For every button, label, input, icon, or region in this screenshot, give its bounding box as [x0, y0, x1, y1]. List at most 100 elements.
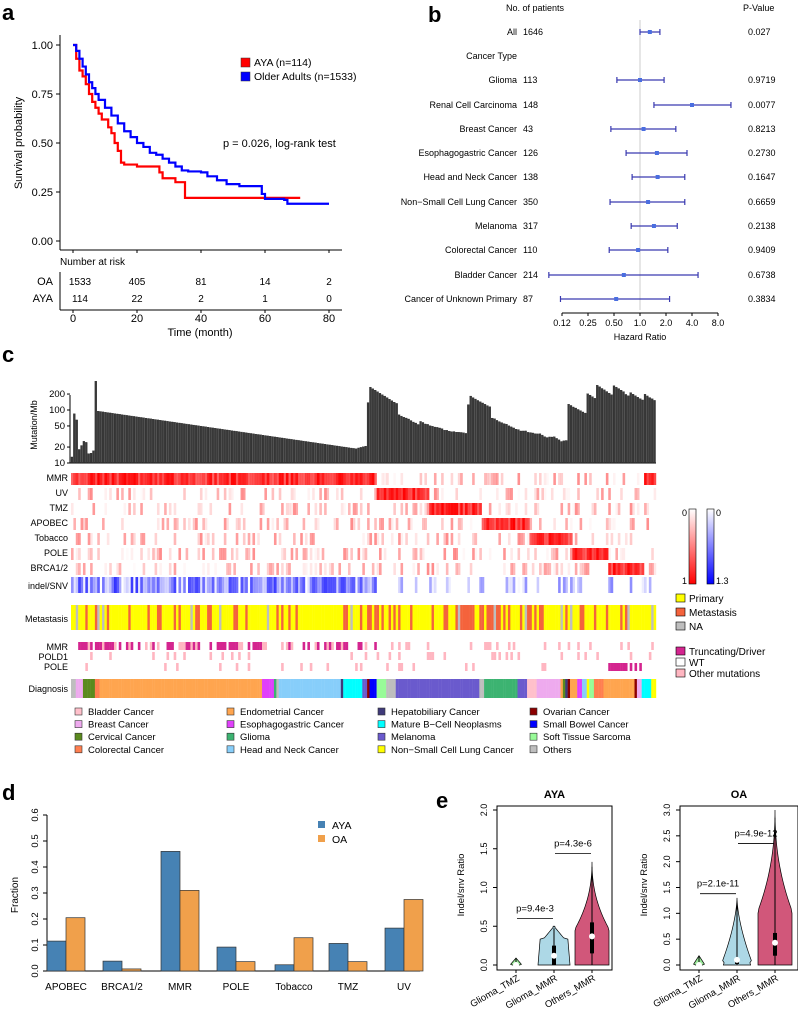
- x-tick-label: Tobacco: [275, 982, 313, 993]
- signature-cell: [591, 533, 595, 545]
- signature-cell: [390, 488, 394, 500]
- x-tick-label: 80: [323, 313, 335, 325]
- ratio-cell: [579, 577, 583, 593]
- row-n: 1646: [523, 27, 543, 37]
- ratio-cell: [92, 577, 96, 593]
- mutation-cell: [543, 642, 547, 650]
- signature-cell: [307, 488, 310, 500]
- tmb-bar: [118, 414, 121, 464]
- y-tick-label: 0.5: [662, 933, 672, 946]
- row-name: All: [507, 27, 517, 37]
- metastasis-cell: [410, 605, 413, 630]
- bar-aya: [216, 946, 237, 972]
- metastasis-cell: [491, 605, 494, 630]
- y-tick-label: 0.0: [30, 964, 41, 977]
- signature-cell: [567, 533, 571, 545]
- row-name: Glioma: [488, 75, 517, 85]
- signature-cell: [226, 563, 229, 575]
- diagnosis-cell: [474, 679, 478, 698]
- signature-cell: [369, 533, 373, 545]
- tmb-bar: [357, 447, 360, 464]
- diagnosis-legend-label: Glioma: [240, 732, 271, 743]
- blue-scale-max: 1.3: [716, 576, 729, 586]
- signature-cell: [238, 473, 241, 485]
- ratio-cell: [333, 577, 337, 593]
- signature-cell: [204, 473, 208, 485]
- signature-cell: [624, 533, 628, 545]
- tmb-bar: [386, 397, 389, 464]
- diagnosis-cell: [302, 679, 306, 698]
- signature-cell: [324, 473, 327, 485]
- signature-cell: [159, 548, 162, 560]
- ratio-cell: [536, 577, 540, 593]
- signature-cell: [359, 473, 363, 485]
- hr-point: [651, 224, 656, 228]
- tmb-bar: [560, 441, 563, 464]
- diagnosis-cell: [364, 679, 368, 698]
- signature-cell: [398, 548, 401, 560]
- tmb-bar: [214, 428, 217, 464]
- signature-cell: [78, 533, 81, 545]
- signature-cell: [347, 503, 351, 515]
- metastasis-cell: [596, 605, 599, 630]
- ratio-cell: [374, 577, 377, 593]
- signature-cell: [199, 503, 203, 515]
- x-tick-label: 0.50: [605, 318, 623, 328]
- signature-cell: [622, 548, 626, 560]
- mutation-cell: [300, 663, 303, 671]
- ratio-cell: [221, 577, 225, 593]
- signature-cell: [209, 473, 213, 485]
- signature-cell: [183, 473, 186, 485]
- mutation-cell: [596, 652, 599, 660]
- mutation-cell: [247, 663, 251, 671]
- diagnosis-cell: [94, 679, 98, 698]
- y-tick-label: 3.0: [662, 804, 672, 817]
- ratio-cell: [80, 577, 84, 593]
- signature-cell: [264, 473, 267, 485]
- tmb-bar: [245, 432, 248, 464]
- signature-cell: [202, 473, 205, 485]
- mutation-cell: [584, 652, 587, 660]
- signature-cell: [128, 503, 131, 515]
- tmb-bar: [495, 420, 499, 464]
- y-tick-label: 0.6: [30, 808, 41, 821]
- signature-cell: [376, 488, 380, 500]
- mutation-cell: [429, 652, 432, 660]
- mutation-cell: [145, 642, 148, 650]
- signature-cell: [608, 518, 611, 530]
- mutation-cell: [137, 642, 141, 650]
- signature-cell: [333, 473, 337, 485]
- signature-cell: [568, 488, 571, 500]
- diagnosis-cell: [484, 679, 487, 698]
- diagnosis-cell: [648, 679, 652, 698]
- ratio-cell: [254, 577, 258, 593]
- signature-cell: [319, 563, 322, 575]
- x-tick-label: APOBEC: [45, 982, 87, 993]
- metastasis-cell: [395, 605, 399, 630]
- diagnosis-cell: [510, 679, 513, 698]
- metastasis-cell: [293, 605, 296, 630]
- signature-cell: [202, 563, 205, 575]
- mutation-cell: [634, 663, 638, 671]
- row-n: 317: [523, 221, 538, 231]
- tmb-bar: [507, 425, 511, 464]
- row-name: Non−Small Cell Lung Cancer: [401, 197, 517, 207]
- signature-cell: [159, 563, 162, 575]
- metastasis-cell: [505, 605, 509, 630]
- signature-cell: [503, 548, 506, 560]
- signature-cell: [560, 503, 564, 515]
- metastasis-cell: [438, 605, 442, 630]
- signature-cell: [99, 473, 103, 485]
- signature-cell: [529, 518, 533, 530]
- mutation-cell: [281, 663, 284, 671]
- diagnosis-cell: [159, 679, 162, 698]
- signature-cell: [581, 548, 585, 560]
- signature-cell: [285, 563, 289, 575]
- mutation-cell: [407, 642, 411, 650]
- mutation-cell: [510, 652, 513, 660]
- metastasis-cell: [290, 605, 294, 630]
- diagnosis-cell: [207, 679, 210, 698]
- signature-cell: [632, 563, 635, 575]
- risk-value: 0: [326, 294, 332, 305]
- tmb-bar: [159, 420, 162, 464]
